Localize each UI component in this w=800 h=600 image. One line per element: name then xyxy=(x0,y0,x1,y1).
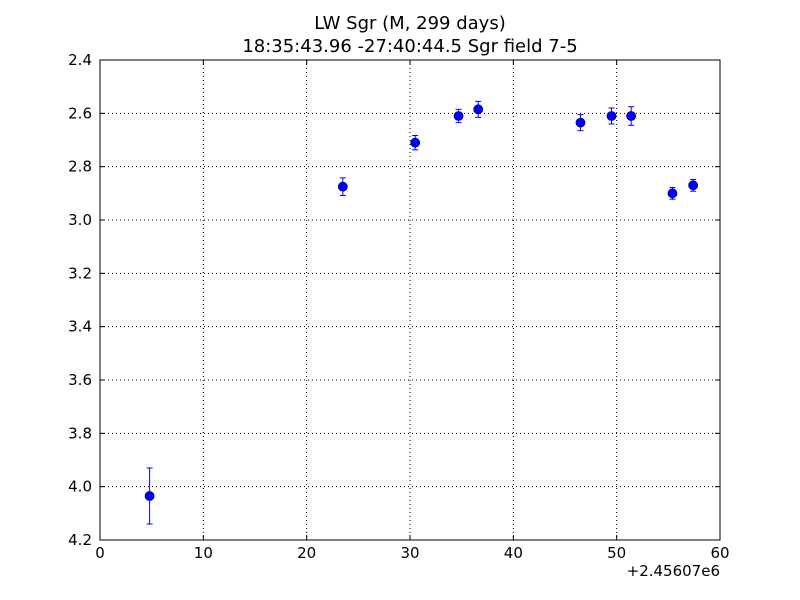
y-axis-ticks: 2.4 2.6 2.8 3.0 3.2 3.4 3.6 3.8 4.0 4.2 xyxy=(68,51,720,549)
y-tick-label: 3.4 xyxy=(68,318,92,336)
chart-title: LW Sgr (M, 299 days) xyxy=(314,13,505,34)
data-point xyxy=(144,491,155,501)
data-point xyxy=(688,180,699,191)
y-tick-label: 4.2 xyxy=(68,531,92,549)
grid-lines xyxy=(100,60,720,540)
y-tick-label: 3.0 xyxy=(68,211,92,229)
y-tick-label: 3.8 xyxy=(68,424,92,442)
y-tick-label: 3.6 xyxy=(68,371,92,389)
y-tick-label: 2.8 xyxy=(68,158,92,176)
data-point xyxy=(667,188,678,199)
x-tick-label: 60 xyxy=(710,544,729,562)
y-tick-label: 3.2 xyxy=(68,264,92,282)
data-point xyxy=(337,181,348,192)
data-point xyxy=(453,111,464,121)
y-tick-label: 4.0 xyxy=(68,478,92,496)
data-point xyxy=(626,111,637,121)
x-axis-ticks: 0 10 20 30 40 50 60 xyxy=(95,60,730,562)
data-point xyxy=(410,137,421,148)
y-tick-label: 2.6 xyxy=(68,104,92,122)
data-points xyxy=(144,104,699,501)
x-tick-label: 0 xyxy=(95,544,105,562)
x-tick-label: 50 xyxy=(607,544,626,562)
y-tick-label: 2.4 xyxy=(68,51,92,69)
data-point xyxy=(575,117,586,128)
x-tick-label: 40 xyxy=(504,544,523,562)
x-axis-offset-label: +2.45607e6 xyxy=(627,562,720,580)
chart-subtitle: 18:35:43.96 -27:40:44.5 Sgr field 7-5 xyxy=(242,36,577,57)
data-point xyxy=(473,104,484,115)
x-tick-label: 10 xyxy=(194,544,213,562)
data-point xyxy=(606,111,617,121)
x-tick-label: 20 xyxy=(297,544,316,562)
x-tick-label: 30 xyxy=(400,544,419,562)
